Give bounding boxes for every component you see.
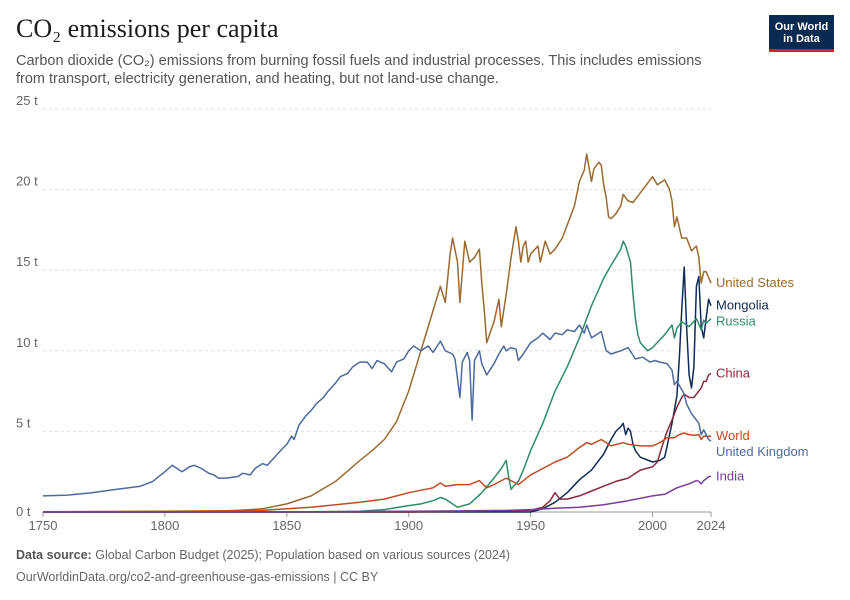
series-line-china[interactable] [43, 372, 712, 513]
data-source-label: Data source: [16, 548, 92, 562]
series-line-russia[interactable] [43, 240, 712, 513]
series-label-india[interactable]: India [716, 469, 745, 484]
series-line-india[interactable] [43, 475, 711, 513]
series-line-united-kingdom[interactable] [42, 324, 712, 497]
data-source: Data source: Global Carbon Budget (2025)… [16, 548, 510, 562]
series-label-world[interactable]: World [716, 428, 750, 443]
x-tick-label: 1950 [516, 518, 545, 533]
series-label-united-states[interactable]: United States [716, 275, 795, 290]
logo-line-1: Our World [774, 21, 829, 33]
y-tick-label: 20 t [16, 174, 38, 189]
y-tick-label: 0 t [16, 504, 31, 519]
data-source-text: Global Carbon Budget (2025); Population … [95, 548, 511, 562]
x-tick-label: 1850 [272, 518, 301, 533]
y-tick-label: 25 t [16, 93, 38, 108]
x-tick-label: 1800 [150, 518, 179, 533]
y-tick-label: 5 t [16, 415, 31, 430]
series-label-mongolia[interactable]: Mongolia [716, 298, 770, 313]
line-chart: 0 t 5 t 10 t 15 t 20 t 25 t 1750 1800 1850 1900 19… [16, 93, 809, 533]
series-label-united-kingdom[interactable]: United Kingdom [716, 444, 809, 459]
x-tick-label: 2024 [697, 518, 726, 533]
series-line-world[interactable] [42, 432, 711, 513]
x-tick-label: 1750 [29, 518, 58, 533]
x-tick-label: 1900 [394, 518, 423, 533]
chart-title: CO₂ emissions per capita [16, 14, 279, 43]
y-tick-label: 15 t [16, 254, 38, 269]
chart-subtitle: Carbon dioxide (CO₂) emissions from burn… [16, 53, 702, 87]
series-line-mongolia[interactable] [43, 266, 712, 513]
series-line-united-states[interactable] [43, 153, 712, 513]
x-tick-label: 2000 [638, 518, 667, 533]
y-tick-label: 10 t [16, 335, 38, 350]
series-label-russia[interactable]: Russia [716, 314, 757, 329]
owid-logo[interactable]: Our World in Data [769, 15, 834, 52]
logo-line-2: in Data [783, 33, 820, 45]
source-url[interactable]: OurWorldinData.org/co2-and-greenhouse-ga… [16, 570, 379, 584]
series-label-china[interactable]: China [716, 365, 751, 380]
